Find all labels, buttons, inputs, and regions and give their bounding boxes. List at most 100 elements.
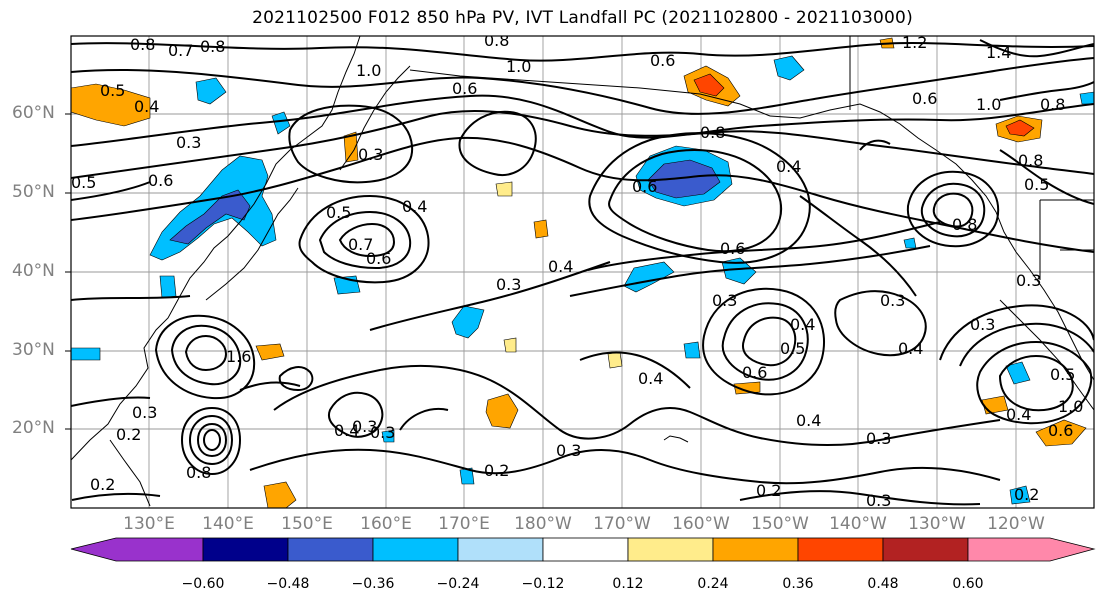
small-blue-anomaly-6 — [1009, 485, 1031, 505]
colorbar-seg-10 — [967, 537, 1096, 562]
contour-label: 0.3 — [556, 441, 581, 460]
lat-label-50n: 50°N — [12, 182, 55, 202]
lat-label-40n: 40°N — [12, 261, 55, 281]
contour-sub-17 — [999, 149, 1094, 205]
contour-subtrop-loop-3 — [742, 316, 797, 367]
contour-label: 0.8 — [186, 463, 211, 482]
contour-southeast-2 — [959, 322, 1094, 367]
contour-n2 — [71, 57, 1094, 115]
colorbar-seg-0 — [70, 537, 204, 562]
colorbar — [70, 537, 1096, 562]
contour-sub-13 — [278, 366, 314, 392]
contour-label: 0.5 — [326, 203, 351, 222]
contour-sub-2 — [249, 448, 1001, 485]
colorbar-seg-9 — [882, 537, 969, 562]
contour-label: 0.6 — [452, 79, 477, 98]
colorbar-tick-label: 0.36 — [782, 576, 814, 592]
contour-label: 0.5 — [100, 81, 125, 100]
contour-sub-3 — [239, 381, 301, 391]
contour-label: 1.0 — [506, 57, 531, 76]
contour-label: 0.8 — [484, 31, 509, 50]
contour-typhoon-2 — [188, 414, 234, 466]
contour-label: 0.6 — [912, 89, 937, 108]
colorbar-seg-2 — [287, 537, 374, 562]
contour-label: 0.6 — [650, 51, 675, 70]
contour-kamchatka-loop — [288, 104, 414, 184]
contour-label: 0.2 — [116, 425, 141, 444]
contour-label: 1.6 — [226, 347, 251, 366]
pv-contours — [71, 39, 1094, 506]
hawaii-islands — [663, 435, 689, 443]
contour-sub-15 — [979, 39, 1094, 58]
contour-label: 0.3 — [370, 423, 395, 442]
contour-mid-3 — [71, 181, 151, 201]
kamchatka-orange-anomaly — [343, 131, 359, 163]
contour-sub-1 — [273, 364, 1001, 447]
contour-sub-8 — [859, 139, 891, 151]
small-yellow-anomaly-2 — [607, 351, 623, 369]
west-pacific-orange-anomaly — [71, 83, 151, 127]
contour-sub-4 — [328, 391, 384, 438]
contour-label: 0.6 — [148, 171, 173, 190]
contour-east-low-2 — [920, 182, 986, 238]
contour-label: 0.3 — [358, 145, 383, 164]
contour-label: 0.8 — [700, 123, 725, 142]
contour-label: 1.0 — [356, 61, 381, 80]
figure-title: 2021102500 F012 850 hPa PV, IVT Landfall… — [252, 8, 913, 28]
contour-label: 1.4 — [986, 43, 1011, 62]
contour-n4 — [71, 110, 1094, 179]
lon-label-170w: 170°W — [593, 514, 651, 534]
japan-coast — [205, 187, 299, 301]
kamchatka-blue-anomaly — [195, 77, 227, 105]
contour-label: 0.5 — [71, 173, 96, 192]
colorbar-seg-6 — [627, 537, 714, 562]
lat-label-30n: 30°N — [12, 340, 55, 360]
contour-cut-low-1 — [154, 314, 256, 400]
canada-red-anomaly — [1005, 119, 1035, 137]
colorbar-tick-label: −0.12 — [521, 576, 565, 592]
contour-sub-9 — [71, 396, 151, 407]
contour-label: 0.3 — [1016, 271, 1041, 290]
contour-label: 0.7 — [168, 41, 193, 60]
lon-label-140e: 140°E — [202, 514, 254, 534]
lon-label-170e: 170°E — [438, 514, 490, 534]
central-orange-anomaly — [485, 393, 519, 429]
japan-south-blue-anomaly — [159, 275, 177, 299]
contour-typhoon-3 — [196, 422, 228, 458]
contour-mid-1 — [369, 261, 611, 331]
contour-label: 0.6 — [366, 249, 391, 268]
gridlines — [71, 36, 1094, 508]
small-yellow-anomaly-3 — [503, 337, 517, 353]
lon-label-150w: 150°W — [751, 514, 809, 534]
contour-label: 0.2 — [756, 481, 781, 500]
contour-label: 0.4 — [898, 339, 923, 358]
colorbar-seg-7 — [712, 537, 799, 562]
colorbar-tick-label: −0.60 — [181, 576, 225, 592]
colorbar-tick-label: −0.24 — [436, 576, 480, 592]
contour-label: 0.3 — [132, 403, 157, 422]
lon-label-130w: 130°W — [908, 514, 966, 534]
contour-label: 0.4 — [134, 97, 159, 116]
contour-label: 1.0 — [1058, 397, 1083, 416]
contour-label: 0.4 — [1006, 405, 1031, 424]
contour-label: 0.4 — [334, 421, 359, 440]
colorbar-seg-5 — [542, 537, 629, 562]
contour-sub-11 — [71, 492, 161, 501]
contour-subtrop-loop-2 — [721, 302, 809, 381]
contour-label: 0.3 — [496, 275, 521, 294]
colorbar-seg-8 — [797, 537, 884, 562]
bering-blue-anomaly — [773, 55, 805, 81]
mexico-coast — [999, 299, 1094, 411]
contour-low-3 — [338, 222, 396, 258]
small-orange-anomaly-1 — [255, 343, 285, 361]
small-blue-anomaly-3 — [1005, 361, 1031, 385]
contour-label: 0.4 — [776, 157, 801, 176]
contour-label: 0.3 — [176, 133, 201, 152]
lon-label-160w: 160°W — [672, 514, 730, 534]
contour-southeast-1 — [939, 304, 1094, 361]
lat-label-60n: 60°N — [12, 103, 55, 123]
contour-label: 0.6 — [632, 177, 657, 196]
colorbar-seg-3 — [372, 537, 459, 562]
axis-ticks — [65, 113, 71, 430]
